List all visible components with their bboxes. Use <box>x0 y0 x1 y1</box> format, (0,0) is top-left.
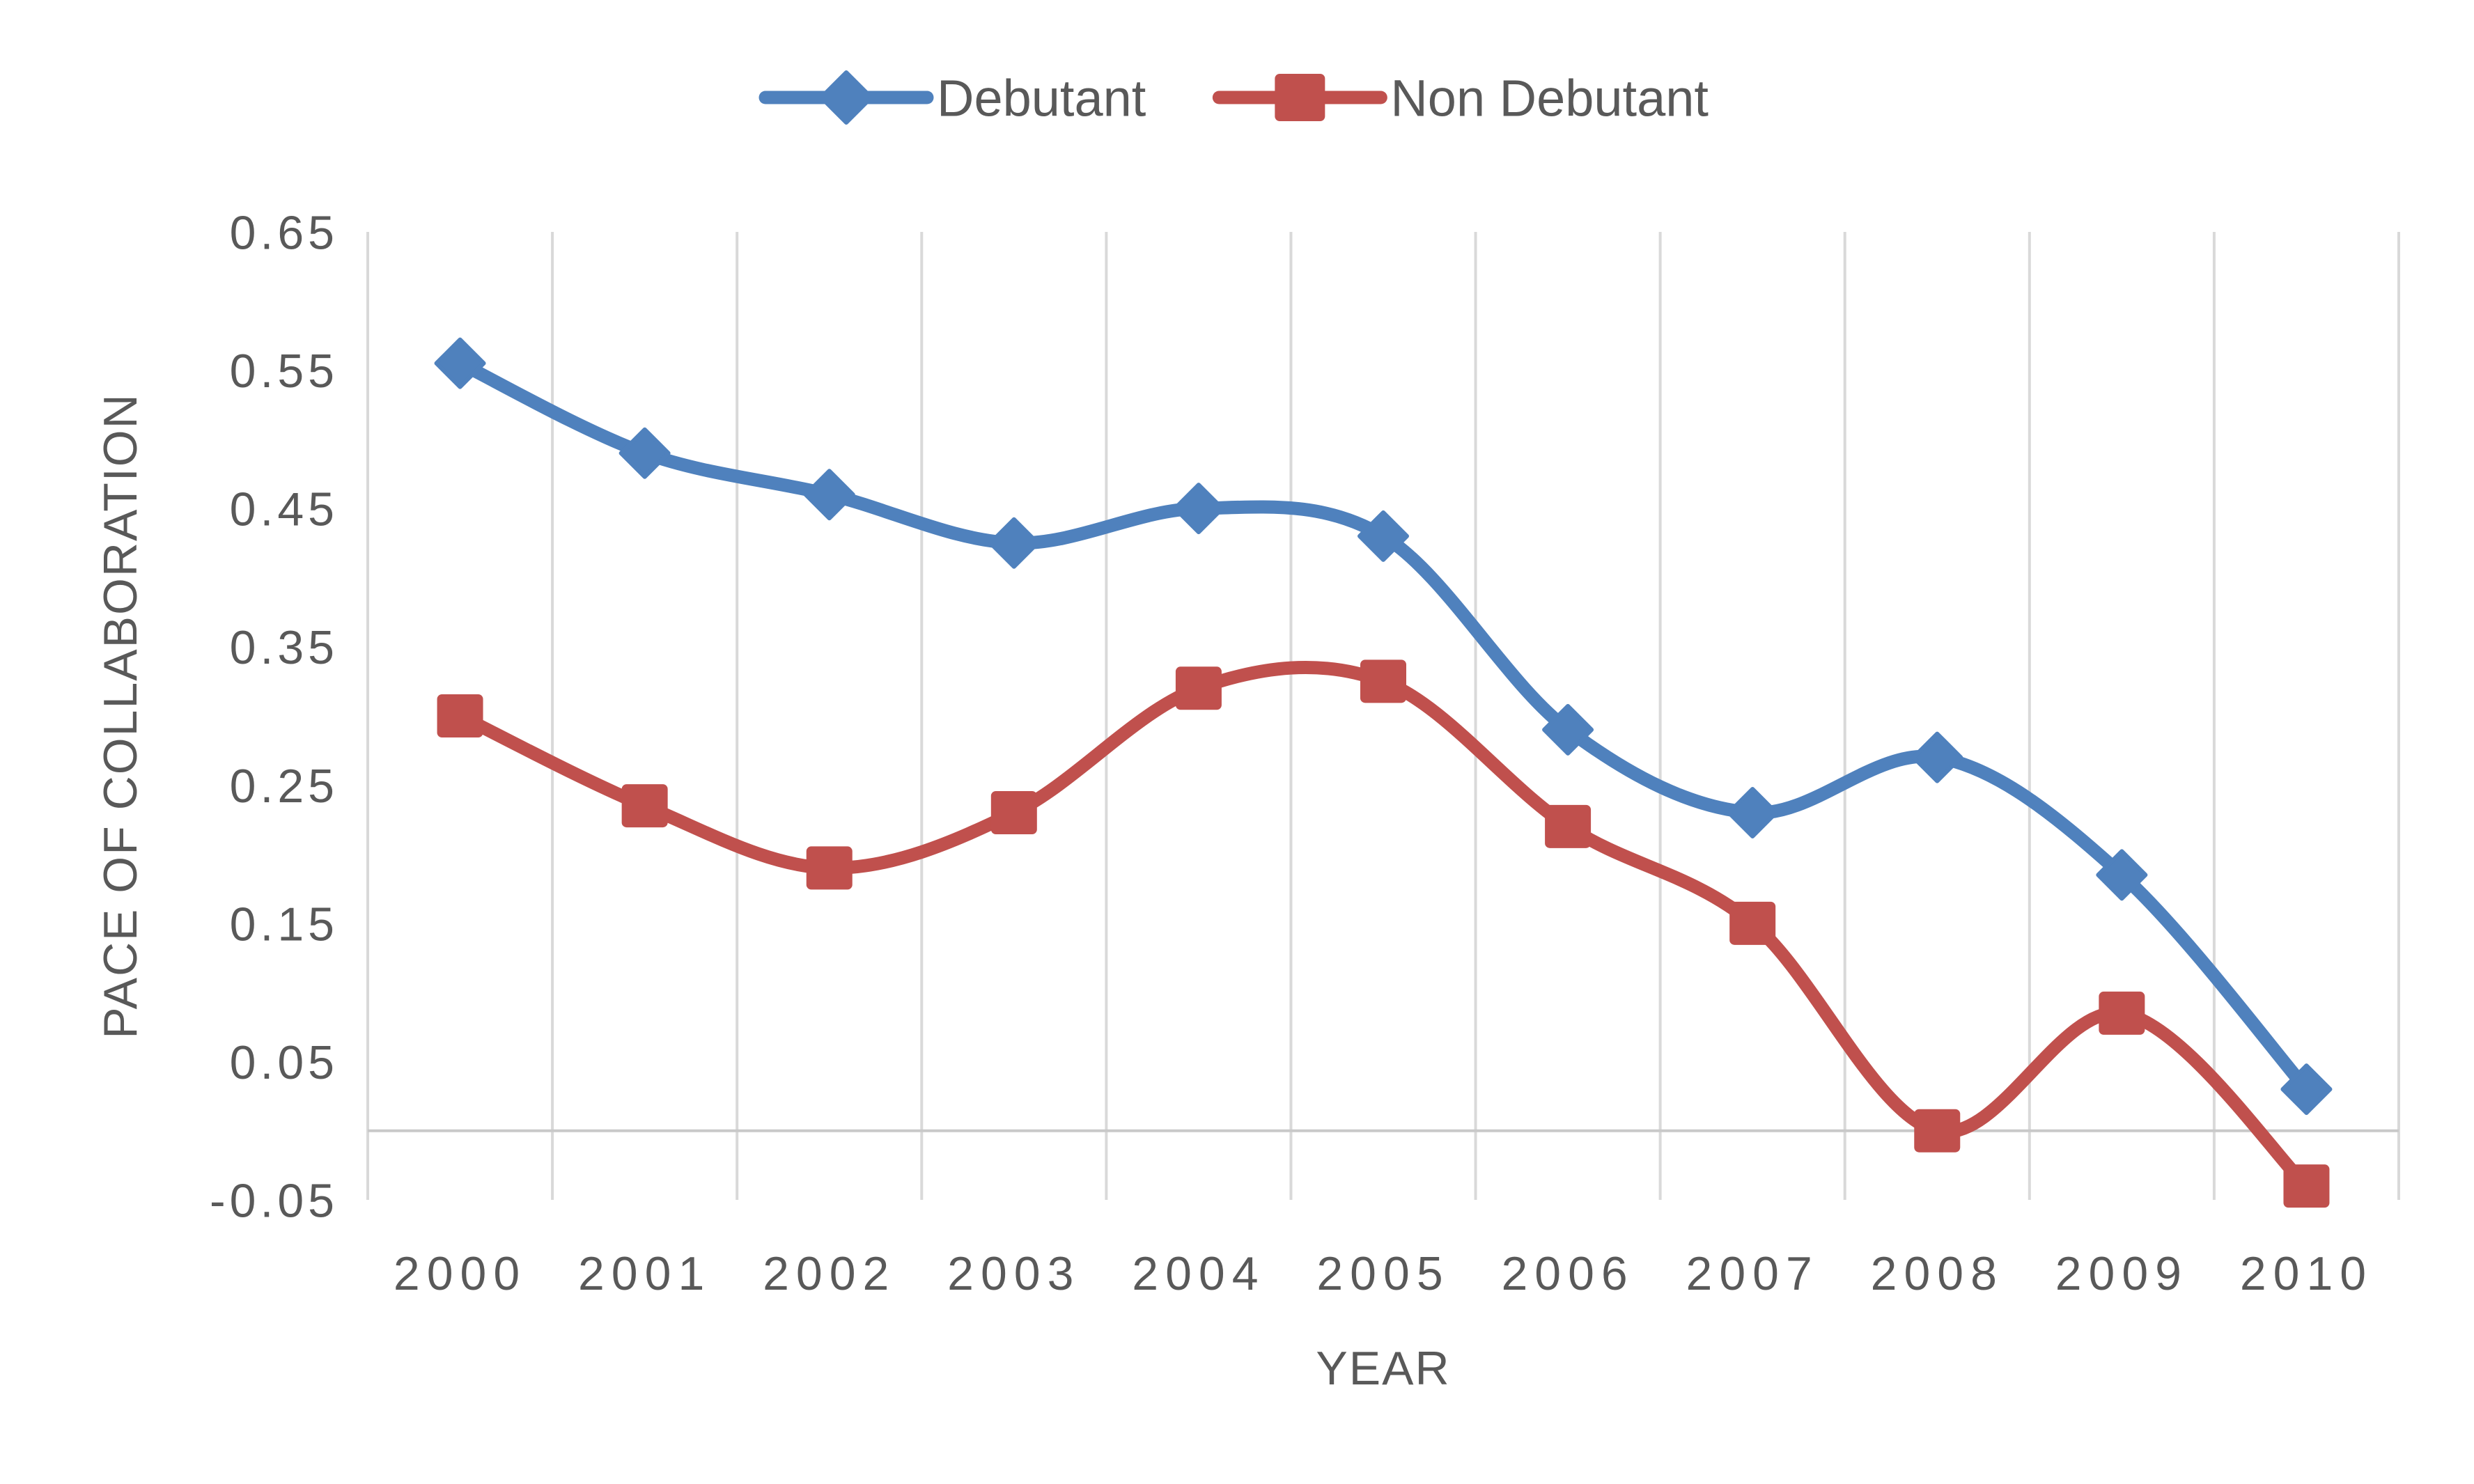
legend-item-non-debutant: Non Debutant <box>1212 70 1709 127</box>
point-debutant-2000 <box>434 337 486 389</box>
x-tick-label: 2010 <box>2240 1247 2373 1300</box>
gridlines <box>366 232 2400 1200</box>
legend-marker-debutant <box>819 70 873 125</box>
y-tick-label: 0.55 <box>230 345 339 398</box>
point-non-debutant-2006 <box>1545 804 1592 848</box>
y-axis-tick-labels: 0.65 0.55 0.45 0.35 0.25 0.15 0.05 -0.05 <box>210 206 339 1227</box>
point-non-debutant-2010 <box>2283 1164 2330 1208</box>
point-non-debutant-2009 <box>2099 991 2145 1035</box>
point-debutant-2009 <box>2096 849 2148 901</box>
chart-legend: Debutant Non Debutant <box>758 70 1709 127</box>
point-non-debutant-2000 <box>437 694 483 737</box>
x-tick-label: 2002 <box>763 1247 896 1300</box>
point-non-debutant-2004 <box>1175 666 1222 710</box>
x-axis-title: YEAR <box>1316 1342 1450 1395</box>
legend-marker-non-debutant <box>1275 74 1325 121</box>
point-debutant-2001 <box>618 427 671 479</box>
x-tick-label: 2009 <box>2055 1247 2188 1300</box>
point-non-debutant-2007 <box>1729 901 1776 945</box>
series-debutant <box>434 337 2333 1116</box>
legend-item-debutant: Debutant <box>758 70 1146 127</box>
point-non-debutant-2008 <box>1914 1109 1961 1153</box>
point-non-debutant-2003 <box>990 791 1037 834</box>
point-debutant-2004 <box>1172 483 1224 535</box>
x-tick-label: 2001 <box>578 1247 711 1300</box>
x-tick-label: 2006 <box>1501 1247 1634 1300</box>
point-debutant-2006 <box>1542 703 1594 756</box>
legend-label-debutant: Debutant <box>937 70 1146 127</box>
point-debutant-2002 <box>803 469 855 521</box>
x-tick-label: 2004 <box>1132 1247 1265 1300</box>
point-non-debutant-2002 <box>806 846 853 890</box>
series-non-debutant <box>437 659 2330 1208</box>
point-debutant-2008 <box>1911 731 1963 783</box>
series-line-debutant <box>453 357 2313 1096</box>
y-tick-label: 0.15 <box>230 898 339 951</box>
x-tick-label: 2000 <box>394 1247 527 1300</box>
y-tick-label: 0.25 <box>230 760 339 813</box>
x-tick-label: 2007 <box>1686 1247 1819 1300</box>
y-tick-label: 0.65 <box>230 206 339 259</box>
y-tick-label: -0.05 <box>210 1174 339 1227</box>
y-tick-label: 0.45 <box>230 483 339 536</box>
legend-label-non-debutant: Non Debutant <box>1390 70 1709 127</box>
y-tick-label: 0.35 <box>230 621 339 674</box>
y-tick-label: 0.05 <box>230 1036 339 1089</box>
point-debutant-2003 <box>988 517 1040 569</box>
point-non-debutant-2001 <box>621 784 668 828</box>
point-debutant-2005 <box>1357 510 1409 562</box>
x-tick-label: 2008 <box>1871 1247 2004 1300</box>
point-debutant-2007 <box>1727 787 1779 838</box>
series-line-non-debutant <box>453 660 2313 1193</box>
point-non-debutant-2005 <box>1360 659 1406 703</box>
x-axis-tick-labels: 2000 2001 2002 2003 2004 2005 2006 2007 2008 2009… <box>394 1247 2373 1300</box>
x-tick-label: 2005 <box>1316 1247 1449 1300</box>
x-tick-label: 2003 <box>947 1247 1080 1300</box>
point-debutant-2010 <box>2280 1063 2333 1116</box>
y-axis-title: PACE OF COLLABORATION <box>94 393 147 1038</box>
